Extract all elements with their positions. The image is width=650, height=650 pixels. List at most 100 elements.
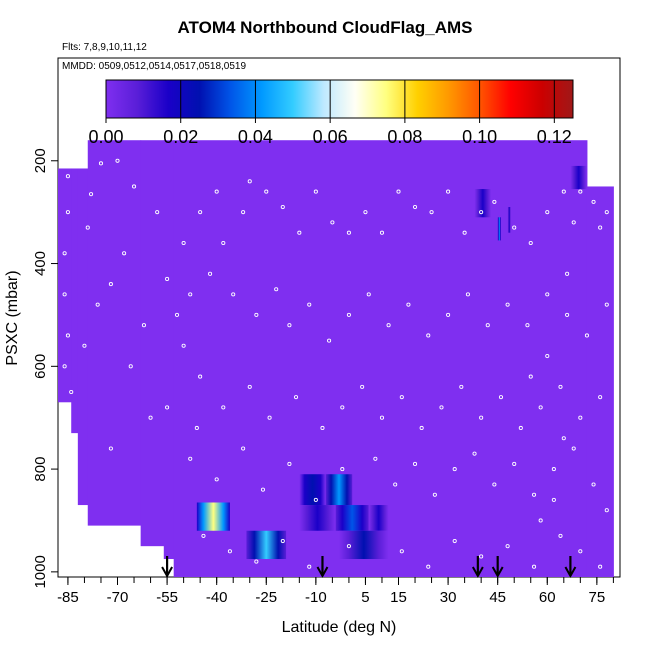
sample-point (561, 436, 566, 441)
coverage-column (77, 168, 89, 506)
marker-arrow-head (564, 566, 577, 579)
colorbar-tick-label: 0.12 (537, 127, 572, 147)
flights-subtitle: Flts: 7,8,9,10,11,12 (62, 42, 147, 53)
sample-point (287, 461, 292, 467)
sample-point (264, 189, 269, 194)
colorbar-tick-label: 0.02 (163, 127, 198, 147)
cloud-cell (474, 189, 492, 218)
sample-point (69, 389, 74, 395)
colorbar-tick-label: 0.04 (238, 127, 273, 147)
coverage-column (586, 186, 614, 578)
x-tick-label: 30 (440, 589, 457, 606)
x-tick-label: -70 (107, 589, 129, 606)
sample-point (429, 210, 434, 215)
marker-arrow-head (491, 566, 504, 579)
sample-point (479, 554, 484, 559)
sample-point (287, 323, 292, 328)
sample-point (363, 210, 368, 215)
sample-point (307, 564, 312, 569)
sample-point (561, 189, 566, 194)
colorbar-fill (105, 79, 574, 119)
sample-point (293, 395, 299, 400)
x-tick-label: 5 (361, 589, 369, 606)
sample-point (452, 467, 457, 472)
sample-point (505, 544, 510, 549)
sample-point (65, 174, 70, 179)
cloud-cell (335, 505, 369, 531)
sample-point (479, 210, 484, 215)
x-tick-label: 60 (539, 589, 556, 606)
sample-point (505, 302, 510, 307)
sample-point (260, 487, 266, 492)
cloud-cell (246, 530, 287, 560)
sample-point (148, 415, 153, 420)
cloud-cell (368, 505, 389, 531)
sample-point (591, 482, 596, 487)
sample-point (598, 564, 603, 569)
sample-point (584, 333, 589, 338)
cloud-cell (507, 207, 511, 233)
cloud-cell (196, 502, 230, 531)
sample-point (181, 343, 186, 348)
sample-point (558, 533, 563, 538)
sample-point (115, 158, 120, 163)
sample-point (89, 192, 94, 197)
sample-point (393, 482, 398, 487)
sample-point (141, 323, 147, 328)
sample-point (396, 189, 401, 194)
coverage-column (163, 140, 175, 560)
sample-point (221, 240, 226, 246)
sample-point (528, 374, 533, 379)
sample-point (446, 312, 451, 317)
y-tick-label: 200 (32, 148, 49, 173)
sample-point (274, 287, 279, 292)
sample-point (188, 456, 193, 461)
sample-point (313, 497, 318, 502)
dates-subtitle: MMDD: 0509,0512,0514,0517,0518,0519 (62, 61, 247, 72)
sample-point (571, 220, 576, 225)
coverage-column (173, 140, 588, 577)
sample-point (578, 189, 583, 194)
coverage-column (58, 168, 72, 403)
markers-layer (161, 556, 577, 579)
cloud-cell (570, 165, 587, 190)
sample-point (545, 210, 550, 215)
sample-point (604, 508, 609, 513)
sample-point (498, 395, 504, 400)
sample-point (604, 210, 609, 215)
x-tick-label: -55 (156, 589, 178, 606)
sample-point (346, 544, 351, 549)
x-axis: -85 -70 -55 -40 -25 -10 5 15 30 45 60 75 (57, 577, 614, 606)
sample-point (565, 271, 570, 276)
sample-point (128, 364, 133, 369)
sample-point (591, 199, 596, 204)
sample-point (241, 210, 246, 215)
cloud-cell (299, 505, 336, 531)
sample-point (340, 405, 345, 410)
sample-point (386, 323, 391, 328)
y-tick-label: 600 (32, 354, 49, 379)
colorbar-tick-label: 0.08 (387, 127, 422, 147)
sample-point (432, 492, 437, 497)
coverage-column (140, 140, 165, 547)
sample-point (439, 405, 444, 410)
sample-point (214, 189, 219, 194)
sample-point (399, 395, 404, 400)
sample-point (198, 210, 203, 215)
sample-point (247, 179, 252, 184)
sample-point (201, 533, 206, 538)
sample-point (65, 333, 70, 338)
sample-point (446, 189, 451, 194)
sample-point (346, 312, 351, 317)
colorbar-tick-label: 0.06 (313, 127, 348, 147)
sample-point (165, 405, 170, 410)
sample-point (247, 384, 252, 389)
sample-point (462, 230, 467, 235)
sample-point (538, 518, 543, 523)
sample-point (485, 323, 490, 328)
sample-point (479, 415, 484, 420)
colorbar-ticks: 0.00 0.02 0.04 0.06 0.08 0.10 0.12 (88, 80, 572, 147)
sample-point (62, 251, 67, 256)
sample-point (280, 538, 285, 544)
x-tick-label: -10 (305, 589, 327, 606)
